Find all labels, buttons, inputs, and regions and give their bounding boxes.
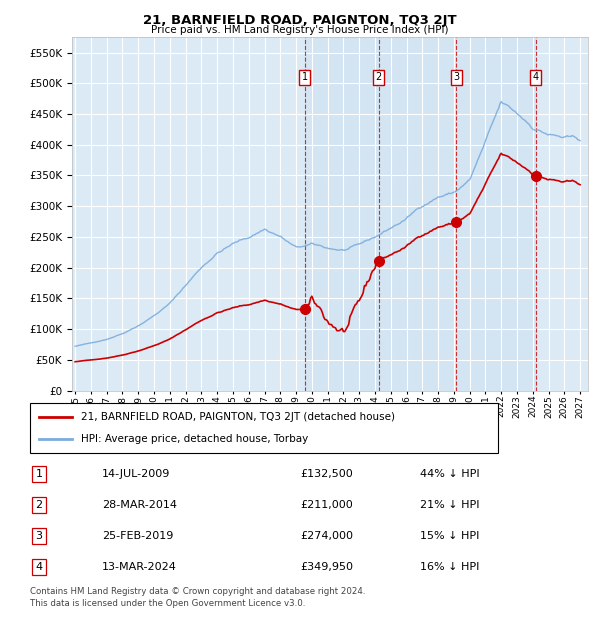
Text: 1: 1 — [302, 72, 308, 82]
Text: £211,000: £211,000 — [300, 500, 353, 510]
Text: 13-MAR-2024: 13-MAR-2024 — [102, 562, 177, 572]
Text: £274,000: £274,000 — [300, 531, 353, 541]
Text: 1: 1 — [35, 469, 43, 479]
Text: 2: 2 — [376, 72, 382, 82]
Text: 4: 4 — [533, 72, 539, 82]
Text: HPI: Average price, detached house, Torbay: HPI: Average price, detached house, Torb… — [82, 434, 309, 444]
Text: 25-FEB-2019: 25-FEB-2019 — [102, 531, 173, 541]
Text: 4: 4 — [35, 562, 43, 572]
Text: 21% ↓ HPI: 21% ↓ HPI — [420, 500, 479, 510]
Bar — [305, 37, 536, 391]
FancyBboxPatch shape — [30, 403, 498, 453]
Text: 21, BARNFIELD ROAD, PAIGNTON, TQ3 2JT (detached house): 21, BARNFIELD ROAD, PAIGNTON, TQ3 2JT (d… — [82, 412, 395, 422]
Text: 28-MAR-2014: 28-MAR-2014 — [102, 500, 177, 510]
Text: 2: 2 — [35, 500, 43, 510]
Text: £132,500: £132,500 — [300, 469, 353, 479]
Text: £349,950: £349,950 — [300, 562, 353, 572]
Text: 21, BARNFIELD ROAD, PAIGNTON, TQ3 2JT: 21, BARNFIELD ROAD, PAIGNTON, TQ3 2JT — [143, 14, 457, 27]
Text: 15% ↓ HPI: 15% ↓ HPI — [420, 531, 479, 541]
Text: 44% ↓ HPI: 44% ↓ HPI — [420, 469, 479, 479]
Text: 3: 3 — [35, 531, 43, 541]
Text: This data is licensed under the Open Government Licence v3.0.: This data is licensed under the Open Gov… — [30, 598, 305, 608]
Text: Contains HM Land Registry data © Crown copyright and database right 2024.: Contains HM Land Registry data © Crown c… — [30, 587, 365, 596]
Text: 3: 3 — [453, 72, 460, 82]
Text: 16% ↓ HPI: 16% ↓ HPI — [420, 562, 479, 572]
Text: Price paid vs. HM Land Registry's House Price Index (HPI): Price paid vs. HM Land Registry's House … — [151, 25, 449, 35]
Bar — [536, 37, 588, 391]
Text: 14-JUL-2009: 14-JUL-2009 — [102, 469, 170, 479]
